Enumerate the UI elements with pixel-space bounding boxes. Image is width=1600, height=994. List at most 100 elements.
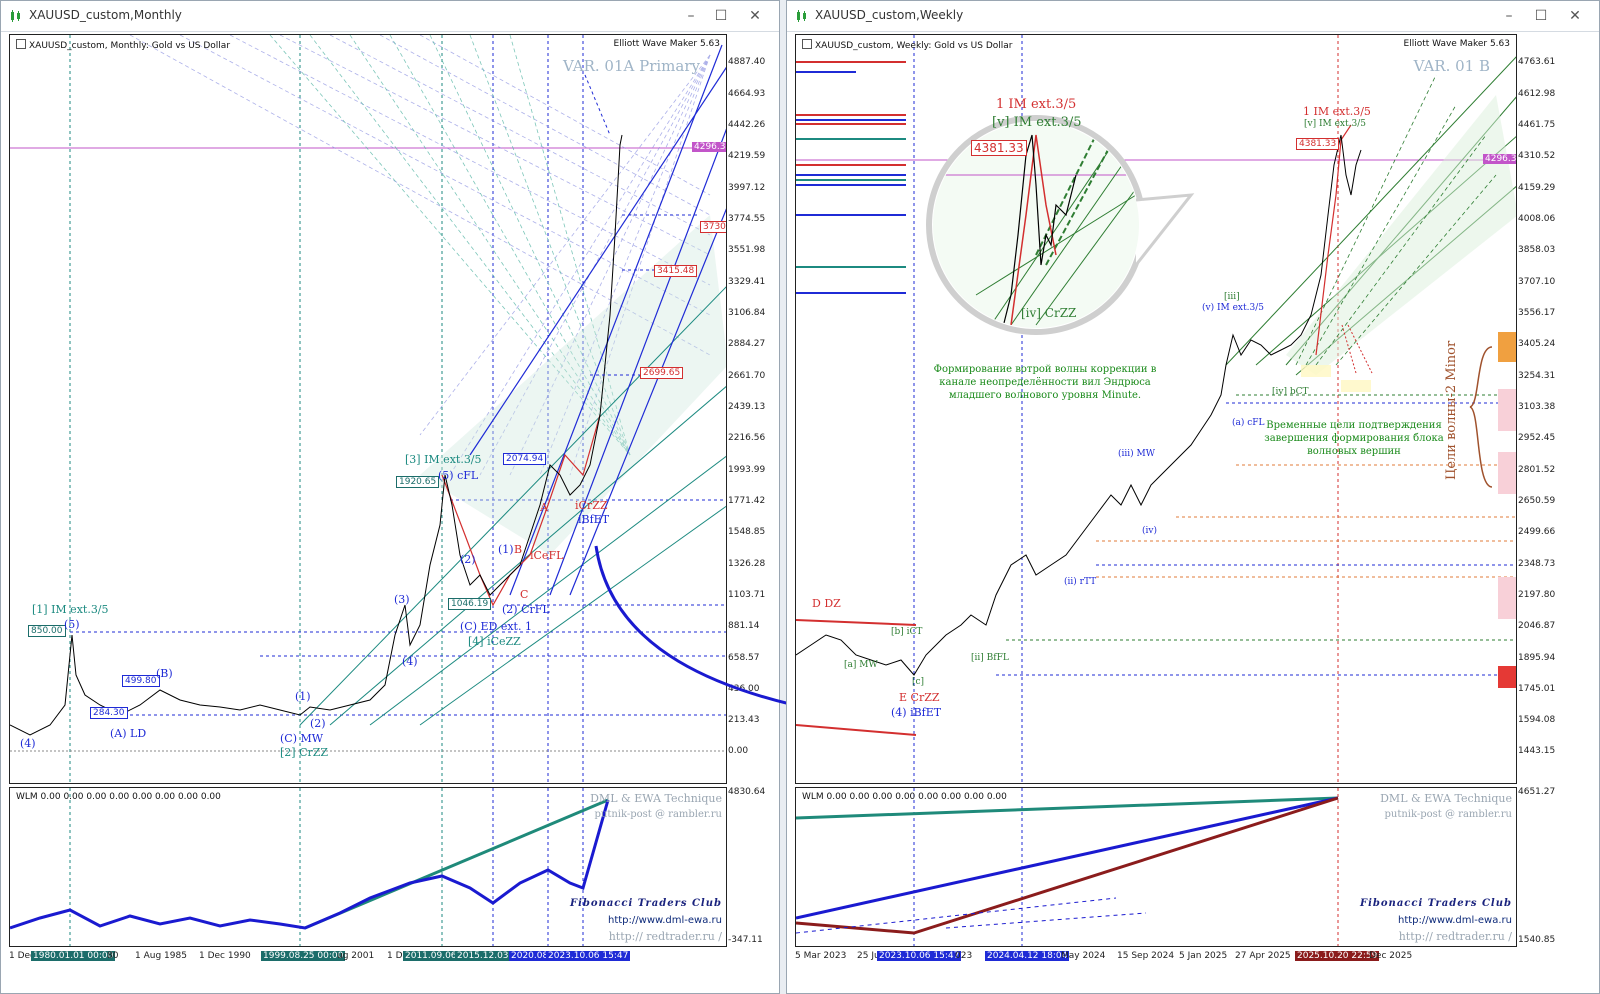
time-label: 27 Apr 2025 [1235,951,1291,961]
time-label: 5 Jan 2025 [1179,951,1228,961]
left-ewm-label: Elliott Wave Maker 5.63 [613,39,720,49]
right-time-axis: 5 Mar 2023 25 Ju 2023.10.06 15:47 023 20… [795,949,1517,965]
wave-label: B [514,543,523,556]
right-indicator-panel[interactable]: WLM 0.00 0.00 0.00 0.00 0.00 0.00 0.00 0… [795,787,1517,947]
price-tick: 4612.98 [1518,89,1556,99]
wave-label: (C) MW [280,732,324,745]
price-tick: 2046.87 [1518,621,1556,631]
wave-label: [iv] bCT [1272,387,1309,397]
price-tick: 1594.08 [1518,715,1556,725]
price-tick: 4887.40 [728,57,766,67]
left-ftc: Fibonacci Traders Club [570,898,722,909]
time-tag: 2023.10.06 15:47 [877,951,962,961]
wave-label: 1 IM ext.3/5 [1303,105,1371,118]
right-chart-window[interactable]: XAUUSD_custom,Weekly – ☐ ✕ [786,0,1600,994]
wave-label: (iv) [1142,526,1157,536]
time-label: 25 Ju [857,951,880,961]
right-credit-1: DML & EWA Technique [1380,792,1512,805]
left-chart-window[interactable]: XAUUSD_custom,Monthly – ☐ ✕ [0,0,780,994]
price-tick: 2348.73 [1518,559,1556,569]
left-indicator-panel[interactable]: WLM 0.00 0.00 0.00 0.00 0.00 0.00 0.00 0… [9,787,727,947]
wave-label: [iii] [1224,292,1240,302]
wave-label: (2) [460,553,476,566]
minimize-button[interactable]: – [1505,8,1513,24]
price-tick: 1326.28 [728,559,766,569]
left-url-1[interactable]: http://www.dml-ewa.ru [608,915,722,926]
right-price-axis: 4763.61 4612.98 4461.75 4310.52 4159.29 … [1515,34,1567,784]
chart-app-icon [797,10,806,22]
price-tick: 2499.66 [1518,527,1556,537]
time-tag: 1999.08.25 00:00 [261,951,346,961]
zoom-price-box: 4381.33 [971,140,1027,156]
wave-label: [ii] BfFL [971,653,1009,663]
wave-label: [1] IM ext.3/5 [32,603,109,616]
wave-label: (3) [394,593,410,606]
close-button[interactable]: ✕ [1569,8,1581,24]
left-price-chart[interactable]: XAUUSD_custom, Monthly: Gold vs US Dolla… [9,34,727,784]
price-tick: 3106.84 [728,308,766,318]
left-credit-1: DML & EWA Technique [590,792,722,805]
price-tick: 3103.38 [1518,402,1556,412]
wave-label: (v) IM ext.3/5 [1202,303,1264,313]
right-url-2[interactable]: http:// redtrader.ru / [1398,930,1512,943]
wave-label: (5) cFL [438,469,479,482]
price-tick: 3707.10 [1518,277,1556,287]
price-tick: 3329.41 [728,277,766,287]
wave-label: [2] CrZZ [280,746,329,759]
time-label: 1 Aug 1985 [135,951,187,961]
price-tick: 4159.29 [1518,183,1556,193]
price-tick: 4664.93 [728,89,766,99]
price-tick: 881.14 [728,621,760,631]
close-button[interactable]: ✕ [749,8,761,24]
price-tick: 4310.52 [1518,151,1556,161]
zoom-title-1: 1 IM ext.3/5 [996,97,1077,112]
price-tick: 1771.42 [728,496,766,506]
time-tag: 2020.08. [509,951,554,961]
left-variant-label: VAR. 01A Primary [562,57,700,75]
price-tick: 4763.61 [1518,57,1556,67]
time-label: 1 Dec 1990 [199,951,251,961]
right-window-title: XAUUSD_custom,Weekly [815,8,964,22]
time-tag: 2023.10.06 15:47 [546,951,631,961]
symbol-square-icon [16,39,26,49]
price-tick: 1993.99 [728,465,766,475]
left-url-2[interactable]: http:// redtrader.ru / [608,930,722,943]
wave-label: (B) [156,667,173,680]
wave-label: [a] MW [844,660,878,670]
price-tick: 2884.27 [728,339,766,349]
time-label: 023 [955,951,973,961]
time-label: 80 [107,951,119,961]
price-tick: 3405.24 [1518,339,1556,349]
price-tick: 4461.75 [1518,120,1556,130]
right-url-1[interactable]: http://www.dml-ewa.ru [1398,915,1512,926]
wave-label: (4) [20,737,36,750]
time-label: May 2024 [1061,951,1106,961]
wave-label: C [520,588,529,601]
price-tick: 658.57 [728,653,760,663]
gold-weekly-series [796,134,1362,676]
price-box-3730: 3730.7 [700,221,726,233]
left-chart-drawing [10,35,726,783]
right-price-chart[interactable]: XAUUSD_custom, Weekly: Gold vs US Dollar… [795,34,1517,784]
wave-label: (5) [64,618,80,631]
left-window-titlebar[interactable]: XAUUSD_custom,Monthly – ☐ ✕ [1,1,779,32]
maximize-button[interactable]: ☐ [1534,8,1548,24]
chart-app-icon [11,10,20,22]
price-tick: 4442.26 [728,120,766,130]
maximize-button[interactable]: ☐ [714,8,728,24]
right-window-titlebar[interactable]: XAUUSD_custom,Weekly – ☐ ✕ [787,1,1599,32]
left-window-title: XAUUSD_custom,Monthly [29,8,182,22]
wave-label: [3] IM ext.3/5 [405,453,482,466]
minimize-button[interactable]: – [687,8,695,24]
current-price-tag: 4296.34 [1483,154,1516,164]
price-tick: 0.00 [728,746,749,756]
right-ind-axis: 4651.27 1540.85 [1515,787,1567,947]
price-tick: 1103.71 [728,590,766,600]
price-tick: 1548.85 [728,527,766,537]
left-header-text: XAUUSD_custom, Monthly: Gold vs US Dolla… [29,41,231,51]
ind-tick: -347.11 [728,935,763,945]
wave-label: (C) ED ext. 1 [460,620,532,633]
price-tick: 3254.31 [1518,371,1556,381]
price-tick: 436.00 [728,684,760,694]
price-tick: 2439.13 [728,402,766,412]
